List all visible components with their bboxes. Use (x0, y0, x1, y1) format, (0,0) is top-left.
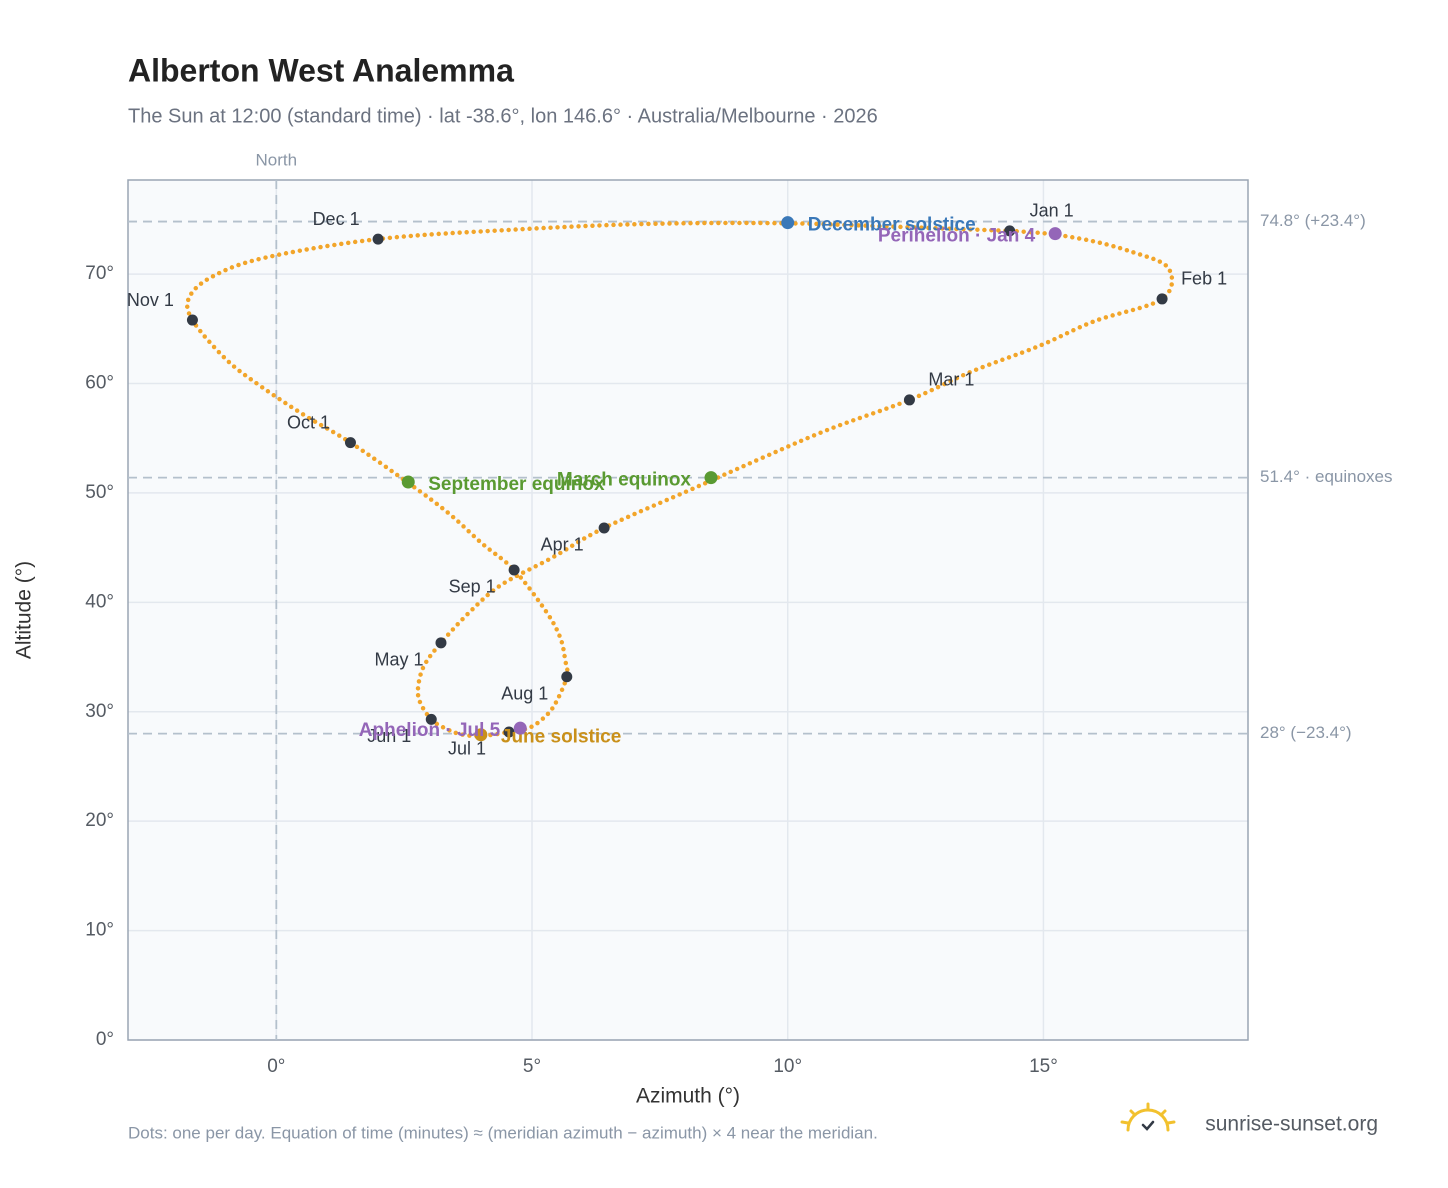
y-tick-label: 50° (85, 482, 114, 503)
x-axis-label: Azimuth (°) (636, 1085, 740, 1108)
month-marker (344, 437, 356, 449)
x-tick-label: 5° (523, 1056, 541, 1077)
month-label: Feb 1 (1181, 269, 1227, 289)
chart-title: Alberton West Analemma (128, 52, 514, 88)
y-tick-label: 0° (96, 1029, 114, 1050)
month-marker (435, 637, 447, 649)
month-label: Nov 1 (127, 290, 174, 310)
x-tick-label: 10° (773, 1056, 802, 1077)
month-marker (561, 671, 573, 683)
month-marker (1004, 225, 1016, 237)
month-label: Jan 1 (1030, 201, 1074, 221)
month-label: Mar 1 (928, 370, 974, 390)
event-marker (513, 721, 527, 735)
month-marker (1156, 293, 1168, 305)
month-label: Apr 1 (541, 535, 584, 555)
y-tick-label: 30° (85, 701, 114, 722)
month-marker (425, 713, 437, 725)
month-label: Oct 1 (287, 412, 330, 432)
reference-label: North (256, 150, 298, 169)
event-label: September equinox (428, 474, 605, 495)
event-marker (1048, 227, 1062, 241)
month-marker (508, 564, 520, 576)
y-tick-label: 70° (85, 263, 114, 284)
event-label: June solstice (501, 727, 621, 748)
reference-label: 28° (−23.4°) (1260, 723, 1352, 742)
event-label: Perihelion · Jan 4 (878, 226, 1036, 247)
month-label: Jun 1 (367, 726, 411, 746)
month-marker (372, 233, 384, 245)
y-tick-label: 20° (85, 810, 114, 831)
footnote: Dots: one per day. Equation of time (min… (128, 1123, 878, 1142)
event-marker (781, 216, 795, 230)
event-label: Aphelion · Jul 5 (359, 720, 501, 741)
event-label: March equinox (557, 470, 692, 491)
month-marker (503, 726, 515, 738)
plot-area (128, 180, 1248, 1040)
brand: sunrise-sunset.org (1205, 1113, 1378, 1136)
month-label: Aug 1 (501, 683, 548, 703)
plot-border (127, 179, 1249, 1041)
month-marker (903, 394, 915, 406)
month-label: Jul 1 (448, 739, 486, 759)
event-label: December solstice (808, 215, 976, 236)
y-tick-label: 40° (85, 591, 114, 612)
y-axis-label: Altitude (°) (13, 561, 36, 659)
month-marker (598, 522, 610, 534)
y-tick-label: 10° (85, 920, 114, 941)
brand-logo (1120, 1102, 1176, 1132)
x-tick-label: 15° (1029, 1056, 1058, 1077)
chart-subtitle: The Sun at 12:00 (standard time) · lat -… (128, 105, 878, 127)
reference-label: 51.4° · equinoxes (1260, 467, 1393, 486)
month-label: Dec 1 (313, 209, 360, 229)
month-label: Sep 1 (449, 577, 496, 597)
x-tick-label: 0° (267, 1056, 285, 1077)
reference-label: 74.8° (+23.4°) (1260, 211, 1366, 230)
month-label: May 1 (374, 650, 423, 670)
event-marker (474, 728, 488, 742)
y-tick-label: 60° (85, 373, 114, 394)
month-marker (186, 314, 198, 326)
event-marker (704, 471, 718, 485)
event-marker (401, 475, 415, 489)
